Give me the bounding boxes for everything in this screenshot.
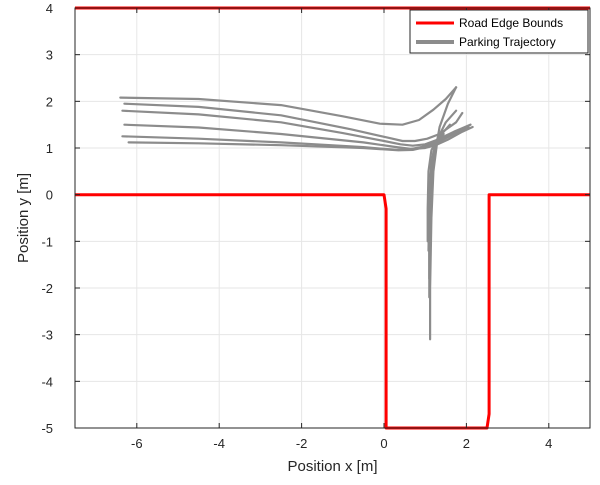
x-tick-label: 4 — [545, 436, 552, 451]
legend-label-parking-trajectory: Parking Trajectory — [459, 35, 556, 49]
x-axis-label: Position x [m] — [287, 458, 377, 475]
y-tick-label: 4 — [46, 1, 53, 16]
y-tick-label: -1 — [41, 234, 53, 249]
parking-trajectory-line — [119, 86, 458, 126]
y-axis-label: Position y [m] — [15, 173, 32, 263]
parking-trajectory-line — [426, 137, 439, 243]
y-tick-label: 3 — [46, 48, 53, 63]
parking-trajectory-line — [427, 132, 445, 252]
y-tick-label: -5 — [41, 421, 53, 436]
x-tick-label: -2 — [296, 436, 308, 451]
x-tick-label: 2 — [463, 436, 470, 451]
legend: Road Edge Bounds Parking Trajectory — [409, 9, 589, 54]
legend-label-road-edge-bounds: Road Edge Bounds — [459, 16, 563, 30]
y-tick-label: -4 — [41, 374, 53, 389]
x-tick-label: -4 — [213, 436, 225, 451]
y-tick-label: 2 — [46, 94, 53, 109]
parking-trajectory-line — [127, 125, 470, 152]
y-tick-label: -3 — [41, 328, 53, 343]
x-tick-label: 0 — [380, 436, 387, 451]
axes: -6 -4 -2 0 2 4 -5 -4 -3 -2 -1 0 1 2 3 4 — [41, 1, 591, 451]
y-tick-label: 0 — [46, 188, 53, 203]
axes-box — [74, 7, 591, 429]
y-tick-label: 1 — [46, 141, 53, 156]
x-tick-label: -6 — [131, 436, 143, 451]
y-tick-label: -2 — [41, 281, 53, 296]
legend-box — [409, 9, 589, 54]
parking-trajectory-line — [429, 109, 458, 341]
